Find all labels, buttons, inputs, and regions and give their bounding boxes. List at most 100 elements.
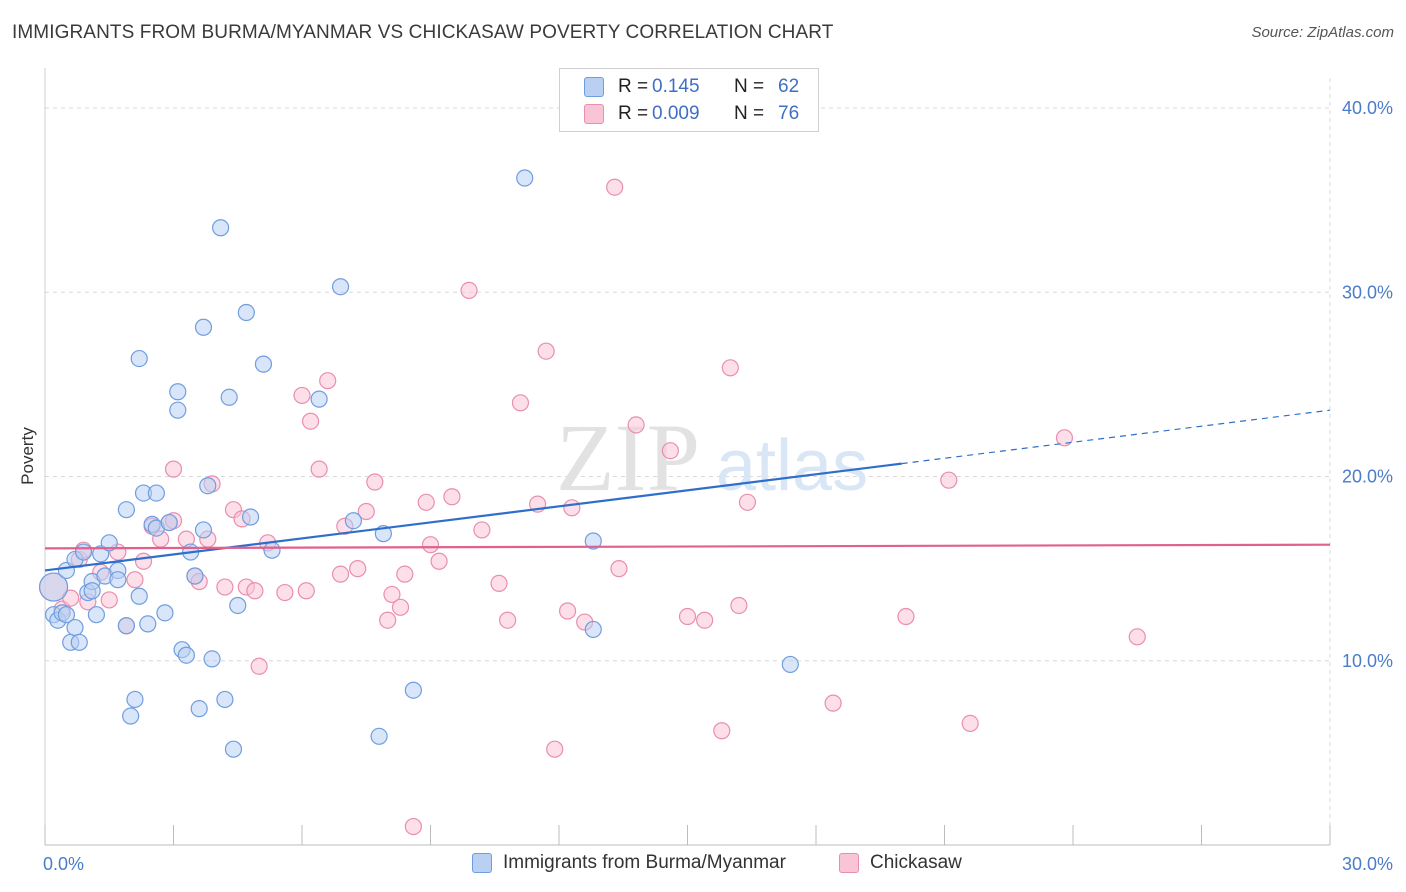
watermark: ZIP atlas xyxy=(556,404,868,511)
point-burma xyxy=(242,508,260,526)
point-burma xyxy=(117,501,135,519)
point-burma xyxy=(203,650,221,668)
point-burma xyxy=(57,606,76,624)
point-burma xyxy=(177,646,195,664)
point-burma xyxy=(117,617,135,635)
point-chickasaw xyxy=(940,471,958,489)
point-chickasaw xyxy=(897,607,915,626)
point-chickasaw xyxy=(696,611,714,629)
watermark-zip: ZIP xyxy=(556,404,700,511)
point-burma xyxy=(216,690,234,709)
axes xyxy=(44,68,1331,846)
point-chickasaw xyxy=(606,178,624,196)
point-burma xyxy=(160,513,178,532)
point-burma xyxy=(190,700,208,718)
point-chickasaw xyxy=(546,740,564,758)
point-chickasaw xyxy=(100,591,118,609)
point-burma xyxy=(122,707,140,725)
r-label: R = xyxy=(618,103,649,124)
chart-title: IMMIGRANTS FROM BURMA/MYANMAR VS CHICKAS… xyxy=(12,22,834,43)
r-value: 0.145 xyxy=(652,76,700,97)
legend-row-chickasaw: R = 0.009 N = 76 xyxy=(584,102,799,126)
legend-item-burma: Immigrants from Burma/Myanmar xyxy=(472,852,786,874)
point-chickasaw xyxy=(357,502,375,521)
point-burma xyxy=(194,521,213,539)
y-axis-title: Poverty xyxy=(18,427,37,485)
y-tick-label: 40.0% xyxy=(1342,98,1393,118)
point-chickasaw xyxy=(961,714,979,732)
n-value: 76 xyxy=(778,103,800,124)
point-burma xyxy=(229,596,247,615)
legend-label-burma: Immigrants from Burma/Myanmar xyxy=(503,852,786,873)
n-value: 62 xyxy=(778,76,800,97)
r-label: R = xyxy=(618,76,649,97)
point-burma xyxy=(370,727,388,745)
point-chickasaw xyxy=(383,585,401,604)
point-burma xyxy=(199,477,217,495)
trend-line-burma xyxy=(44,462,902,572)
point-chickasaw xyxy=(250,657,268,675)
point-chickasaw xyxy=(443,488,461,506)
point-burma xyxy=(263,541,281,559)
point-burma xyxy=(169,383,187,401)
point-burma xyxy=(38,572,69,602)
point-chickasaw xyxy=(417,493,435,511)
point-chickasaw xyxy=(824,694,842,712)
point-chickasaw xyxy=(396,565,414,583)
point-chickasaw xyxy=(164,460,183,478)
point-burma xyxy=(781,655,799,674)
legend-swatch-pink xyxy=(839,853,859,873)
point-burma xyxy=(212,219,230,237)
point-chickasaw xyxy=(134,552,153,570)
point-chickasaw xyxy=(721,359,739,377)
point-burma xyxy=(100,534,118,552)
point-burma xyxy=(130,349,148,368)
point-chickasaw xyxy=(349,560,367,578)
point-chickasaw xyxy=(1128,628,1146,646)
point-chickasaw xyxy=(421,536,440,554)
point-chickasaw xyxy=(404,817,422,836)
point-burma xyxy=(130,587,148,605)
x-tick-label: 0.0% xyxy=(43,854,84,874)
legend-swatch-blue xyxy=(472,853,492,873)
trend-lines xyxy=(44,409,1331,572)
point-burma xyxy=(169,401,187,419)
point-chickasaw xyxy=(563,499,581,517)
point-burma xyxy=(126,690,144,709)
point-chickasaw xyxy=(430,552,448,570)
point-burma xyxy=(310,390,328,408)
point-burma xyxy=(237,303,255,322)
point-burma xyxy=(156,604,174,622)
point-chickasaw xyxy=(499,611,517,629)
point-burma xyxy=(344,512,362,530)
point-burma xyxy=(220,388,238,406)
trend-line-chickasaw xyxy=(44,543,1331,550)
point-burma xyxy=(74,543,93,561)
source-label: Source: ZipAtlas.com xyxy=(1251,24,1394,41)
point-chickasaw xyxy=(246,582,264,600)
legend-swatch-blue xyxy=(584,77,604,97)
n-label: N = xyxy=(734,103,765,124)
point-burma xyxy=(584,532,602,550)
point-burma xyxy=(516,169,534,187)
point-chickasaw xyxy=(610,560,628,578)
point-chickasaw xyxy=(126,571,144,589)
point-chickasaw xyxy=(293,386,311,405)
point-chickasaw xyxy=(473,521,491,539)
point-chickasaw xyxy=(558,602,577,620)
y-tick-label: 30.0% xyxy=(1342,282,1393,302)
series-legend: Immigrants from Burma/Myanmar Chickasaw xyxy=(0,852,1406,876)
point-burma xyxy=(139,615,157,633)
point-burma xyxy=(83,582,101,600)
point-chickasaw xyxy=(678,607,697,626)
point-burma xyxy=(87,606,106,624)
legend-row-burma: R = 0.145 N = 62 xyxy=(584,75,799,99)
point-burma xyxy=(331,278,350,296)
point-burma xyxy=(254,355,273,373)
watermark-atlas: atlas xyxy=(716,426,868,506)
point-burma xyxy=(584,620,602,639)
point-burma xyxy=(186,567,204,585)
legend-label-chickasaw: Chickasaw xyxy=(870,852,962,873)
point-chickasaw xyxy=(490,574,508,592)
